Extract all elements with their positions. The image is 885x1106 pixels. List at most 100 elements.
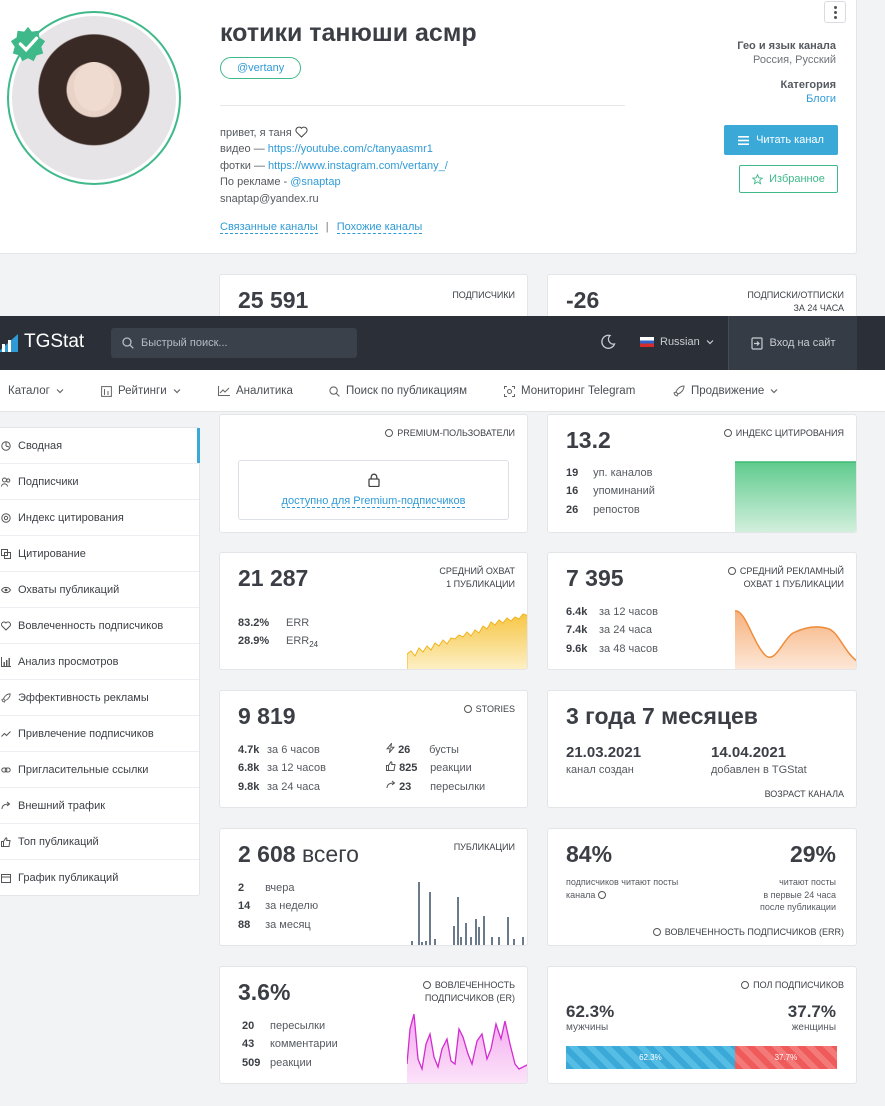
summary-icon — [1, 440, 11, 451]
tgstat-logo[interactable]: TGStat — [0, 331, 84, 353]
thumbs-up-icon — [386, 761, 396, 772]
sidebar-item-citation[interactable]: Цитирование — [0, 536, 199, 572]
heart-icon — [1, 621, 11, 631]
stories-card: 9 819 STORIES 4.7k за 6 часов 6.8k за 12 ч… — [219, 690, 528, 808]
male-bar: 62.3% — [566, 1046, 735, 1069]
sidebar-item-posts-schedule[interactable]: График публикаций — [0, 860, 199, 896]
nav-analytics[interactable]: Аналитика — [218, 370, 293, 412]
male-share: 62.3% мужчины — [566, 1002, 615, 1033]
russia-flag-icon — [640, 337, 654, 347]
more-options-button[interactable] — [824, 1, 846, 23]
chevron-down-icon — [770, 389, 778, 394]
channel-description: привет, я таня видео — https://youtube.c… — [220, 126, 448, 205]
channel-title: котики танюши асмр — [220, 19, 477, 47]
chevron-down-icon — [706, 340, 714, 345]
calendar-icon — [1, 874, 11, 883]
female-bar: 37.7% — [734, 1046, 837, 1069]
users-icon — [1, 477, 11, 487]
category-link[interactable]: Блоги — [806, 93, 836, 105]
chevron-down-icon — [56, 389, 64, 394]
nav-promotion[interactable]: Продвижение — [673, 370, 778, 412]
tgstat-logo-icon — [0, 334, 18, 352]
female-share: 37.7% женщины — [787, 1002, 836, 1033]
top-bar: TGStat Быстрый поиск... Russian Вход на … — [0, 316, 885, 370]
stories-views-stats: 4.7k за 6 часов 6.8k за 12 часов 9.8k за 24… — [238, 744, 326, 793]
sidebar-item-ad-efficiency[interactable]: Эффективность рекламы — [0, 680, 199, 716]
analytics-icon — [218, 386, 230, 396]
ratings-icon — [101, 385, 112, 397]
link-icon — [1, 767, 11, 772]
premium-users-card: PREMIUM-ПОЛЬЗОВАТЕЛИ доступно для Premiu… — [219, 414, 528, 533]
citation-index-card: 13.2 ИНДЕКС ЦИТИРОВАНИЯ 19 уп. каналов 1… — [547, 414, 857, 533]
thumbs-up-icon — [1, 836, 11, 847]
nav-monitoring[interactable]: Мониторинг Telegram — [504, 370, 635, 412]
lock-icon — [368, 473, 380, 487]
err-stats: 83.2% ERR 28.9% ERR24 — [238, 617, 319, 650]
info-icon — [652, 928, 661, 936]
related-links: Связанные каналы | Похожие каналы — [220, 221, 423, 234]
login-icon — [750, 336, 763, 350]
err-left-text: подписчиков читают посты канала — [566, 877, 679, 900]
sidebar-item-engagement[interactable]: Вовлеченность подписчиков — [0, 608, 199, 644]
er-area-chart — [407, 1013, 527, 1083]
dark-mode-toggle-icon[interactable] — [600, 334, 616, 350]
bar-chart-icon — [1, 656, 11, 667]
sidebar-item-top-posts[interactable]: Топ публикаций — [0, 824, 199, 860]
gender-card: ПОЛ ПОДПИСЧИКОВ 62.3% мужчины 37.7% женщ… — [547, 966, 857, 1084]
citation-area-chart — [735, 461, 856, 532]
share-arrow-icon — [1, 801, 11, 809]
nav-ratings[interactable]: Рейтинги — [101, 370, 181, 412]
sidebar-item-invite-links[interactable]: Пригласительные ссылки — [0, 752, 199, 788]
favorite-button[interactable]: Избранное — [739, 165, 838, 193]
info-icon — [741, 981, 750, 989]
rocket-icon — [673, 385, 685, 397]
reach-area-chart — [407, 613, 527, 669]
search-icon — [122, 337, 134, 349]
premium-subscribe-link[interactable]: доступно для Premium-подписчиков — [281, 495, 466, 508]
nav-catalog[interactable]: Каталог — [8, 370, 64, 412]
ads-contact-link[interactable]: @snaptap — [290, 176, 341, 189]
info-icon — [463, 705, 472, 713]
sidebar-item-summary[interactable]: Сводная — [0, 428, 200, 464]
quick-search-input[interactable]: Быстрый поиск... — [111, 328, 357, 358]
language-selector[interactable]: Russian — [640, 336, 714, 348]
er-stats: 20 пересылки 43 комментарии 509 реакции — [242, 1020, 338, 1069]
subscribers-delta-card: -26 ПОДПИСКИ/ОТПИСКИ ЗА 24 ЧАСА — [547, 274, 857, 318]
ad-reach-card: 7 395 СРЕДНИЙ РЕКЛАМНЫЙ ОХВАТ 1 ПУБЛИКАЦИ… — [547, 552, 857, 670]
chevron-down-icon — [173, 389, 181, 394]
info-icon — [723, 429, 732, 437]
youtube-link[interactable]: https://youtube.com/c/tanyaasmr1 — [267, 143, 433, 156]
premium-lock-box: доступно для Premium-подписчиков — [238, 460, 509, 520]
list-icon — [738, 135, 750, 145]
added-date: 14.04.2021 добавлен в TGStat — [711, 744, 807, 776]
sidebar-item-subscribers[interactable]: Подписчики — [0, 464, 199, 500]
heart-icon — [295, 126, 308, 138]
related-channels-link[interactable]: Связанные каналы — [220, 221, 318, 234]
sidebar-item-citation-index[interactable]: Индекс цитирования — [0, 500, 199, 536]
er-card: 3.6% ВОВЛЕЧЕННОСТЬ ПОДПИСЧИКОВ (ER) 20 пер… — [219, 966, 528, 1084]
similar-channels-link[interactable]: Похожие каналы — [336, 221, 423, 234]
instagram-link[interactable]: https://www.instagram.com/vertany_/ — [268, 159, 448, 172]
info-icon — [597, 890, 606, 899]
sidebar-item-external-traffic[interactable]: Внешний трафик — [0, 788, 199, 824]
publications-bar-chart — [411, 882, 524, 945]
publications-card: 2 608 всего ПУБЛИКАЦИИ 2 вчера 14 за нед… — [219, 828, 528, 946]
trend-icon — [1, 730, 11, 737]
channel-handle[interactable]: @vertany — [220, 57, 302, 79]
eye-icon — [1, 586, 11, 593]
channel-meta: Гео и язык канала Россия, Русский Катего… — [737, 40, 836, 105]
publications-stats: 2 вчера 14 за неделю 88 за месяц — [238, 882, 319, 931]
star-icon — [752, 173, 764, 185]
login-button[interactable]: Вход на сайт — [728, 316, 857, 370]
citation-stats: 19 уп. каналов 16 упоминаний 26 репостов — [566, 467, 655, 516]
main-nav: Каталог Рейтинги Аналитика Поиск по публ… — [0, 370, 885, 412]
sidebar-item-views-analysis[interactable]: Анализ просмотров — [0, 644, 199, 680]
ad-reach-area-chart — [735, 610, 856, 669]
copy-icon — [1, 548, 11, 559]
sidebar-item-post-reach[interactable]: Охваты публикаций — [0, 572, 199, 608]
info-icon — [385, 429, 394, 437]
read-channel-button[interactable]: Читать канал — [724, 125, 838, 155]
rocket-icon — [1, 692, 11, 703]
sidebar-item-subscriber-acquisition[interactable]: Привлечение подписчиков — [0, 716, 199, 752]
nav-post-search[interactable]: Поиск по публикациям — [329, 370, 467, 412]
